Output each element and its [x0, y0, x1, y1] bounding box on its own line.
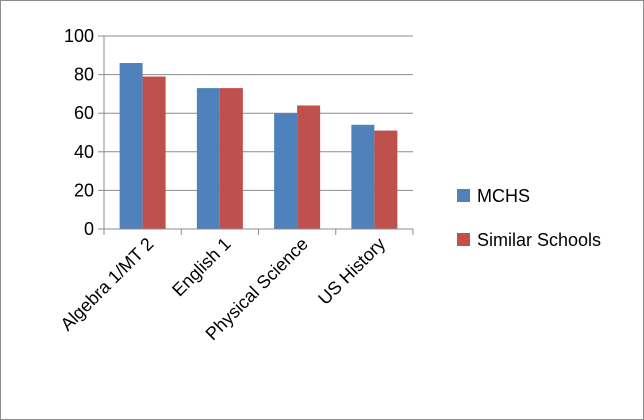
bar-mchs-2	[274, 113, 298, 229]
y-tick-label: 100	[64, 26, 94, 46]
x-tick-label: US History	[314, 234, 389, 309]
y-axis-ticks: 0 20 40 60 80 100	[64, 26, 104, 239]
bar-mchs-3	[351, 124, 375, 229]
y-tick-label: 20	[74, 180, 94, 200]
y-tick-label: 0	[84, 219, 94, 239]
legend-swatch	[457, 233, 470, 246]
bar-mchs-0	[119, 63, 143, 229]
x-tick-label: Algebra 1/MT 2	[57, 234, 158, 335]
bars	[119, 63, 398, 229]
bar-mchs-1	[196, 88, 220, 229]
legend-label: Similar Schools	[477, 230, 601, 250]
bar-similar-schools-1	[219, 88, 243, 229]
x-tick-label: English 1	[168, 234, 235, 301]
bar-similar-schools-2	[297, 105, 321, 229]
y-tick-label: 80	[74, 65, 94, 85]
legend-swatch	[457, 189, 470, 202]
legend: MCHS Similar Schools	[457, 186, 601, 250]
bar-similar-schools-0	[142, 76, 166, 229]
y-tick-label: 60	[74, 103, 94, 123]
y-tick-label: 40	[74, 142, 94, 162]
legend-label: MCHS	[477, 186, 530, 206]
bar-similar-schools-3	[374, 130, 398, 229]
